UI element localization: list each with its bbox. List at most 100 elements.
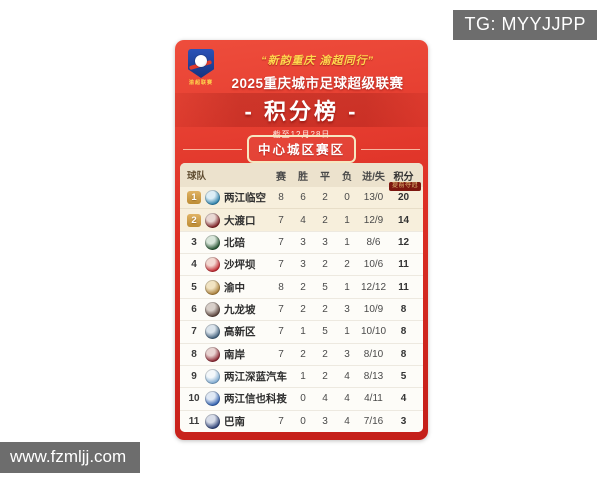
won-cell: 2 (300, 303, 306, 315)
divider-line-left (183, 148, 242, 150)
division-badge: 中心城区赛区 (247, 135, 357, 163)
rank-cell: 5 (191, 281, 197, 293)
played-cell: 7 (278, 214, 284, 226)
soccer-ball-icon (195, 55, 207, 67)
rank-cell: 9 (191, 371, 197, 383)
points-cell: 8 (400, 326, 407, 338)
goals-cell: 10/9 (363, 303, 384, 315)
rank-cell: 7 (191, 326, 197, 338)
table-row: 6 九龙坡 7 2 2 3 10/9 8 (180, 297, 423, 321)
points-cell: 5 (400, 371, 407, 383)
won-cell: 0 (300, 415, 306, 427)
header-goals: 进/失 (362, 171, 385, 183)
team-logo-icon (205, 369, 220, 385)
table-row: 1 两江临空 8 6 2 0 13/0 20 (180, 187, 423, 209)
played-cell: 8 (278, 281, 284, 293)
played-cell: 8 (278, 393, 284, 405)
team-name: 九龙坡 (224, 303, 256, 316)
played-cell: 7 (278, 415, 284, 427)
team-logo-icon (205, 346, 220, 362)
lost-cell: 3 (344, 348, 350, 360)
header-team: 球队 (187, 171, 207, 182)
header-played: 赛 (276, 171, 286, 183)
team-logo-icon (205, 413, 220, 429)
won-cell: 2 (300, 348, 306, 360)
table-row: 9 两江深蓝汽车 7 1 2 4 8/13 5 (180, 364, 423, 388)
table-header: 球队 赛 胜 平 负 进/失 积分 (180, 163, 423, 187)
lost-cell: 2 (344, 259, 350, 271)
team-name: 两江临空 (224, 192, 266, 205)
table-row: 3 北碚 7 3 3 1 8/6 12 (180, 230, 423, 254)
drawn-cell: 2 (322, 214, 328, 226)
team-name: 渝中 (224, 281, 245, 294)
lost-cell: 4 (344, 415, 350, 427)
drawn-cell: 2 (322, 192, 328, 204)
division-row: 中心城区赛区 (175, 135, 428, 163)
drawn-cell: 3 (322, 415, 328, 427)
goals-cell: 7/16 (363, 415, 384, 427)
played-cell: 7 (278, 326, 284, 338)
table-row: 8 南岸 7 2 2 3 8/10 8 (180, 342, 423, 365)
rank-cell: 3 (191, 236, 197, 248)
drawn-cell: 5 (322, 281, 328, 293)
won-cell: 0 (300, 393, 306, 405)
league-logo: 渝超联赛 (187, 49, 215, 89)
points-cell: 3 (400, 415, 407, 427)
team-name: 两江信也科技 (224, 393, 287, 406)
rank-cell: 2 (187, 213, 201, 227)
league-title: 2025重庆城市足球超级联赛 (231, 76, 404, 91)
goals-cell: 8/6 (366, 236, 381, 248)
team-logo-icon (205, 301, 220, 317)
played-cell: 8 (278, 192, 284, 204)
table-row: 10 两江信也科技 8 0 4 4 4/11 4 (180, 387, 423, 410)
table-row: 4 沙坪坝 7 3 2 2 10/6 11 (180, 253, 423, 276)
points-cell: 8 (400, 348, 407, 360)
team-logo-icon (205, 324, 220, 340)
played-cell: 7 (278, 236, 284, 248)
played-cell: 7 (278, 303, 284, 315)
as-of-date: 截至12月28日 (272, 130, 331, 139)
played-cell: 7 (278, 348, 284, 360)
header-points: 积分 (393, 171, 414, 183)
rank-cell: 6 (191, 303, 197, 315)
team-logo-icon (205, 279, 220, 295)
table-row: 7 高新区 7 1 5 1 10/10 8 (180, 320, 423, 343)
team-name: 沙坪坝 (224, 259, 256, 272)
header-won: 胜 (298, 171, 308, 183)
goals-cell: 10/6 (363, 259, 384, 271)
team-logo-icon (205, 212, 220, 228)
section-band: - 积分榜 - (175, 93, 428, 127)
rank-cell: 11 (188, 415, 200, 427)
points-cell: 11 (398, 281, 409, 293)
played-cell: 7 (278, 371, 284, 383)
goals-cell: 10/10 (360, 326, 387, 338)
goals-cell: 12/12 (360, 281, 387, 293)
divider-line-right (361, 148, 421, 150)
team-logo-icon (205, 391, 220, 407)
lost-cell: 3 (344, 303, 350, 315)
team-logo-icon (205, 234, 220, 250)
lost-cell: 1 (344, 214, 350, 226)
league-logo-label: 渝超联赛 (188, 80, 213, 86)
points-cell: 4 (400, 393, 407, 405)
goals-cell: 8/10 (363, 348, 384, 360)
goals-cell: 4/11 (364, 393, 383, 405)
rank-cell: 10 (188, 393, 200, 405)
header-lost: 负 (342, 171, 352, 183)
team-name: 大渡口 (224, 214, 256, 227)
team-name: 高新区 (224, 326, 256, 339)
drawn-cell: 4 (322, 393, 328, 405)
standings-table: 球队 赛 胜 平 负 进/失 积分 提前夺冠 1 两江临空 8 6 2 0 13… (180, 163, 423, 432)
team-name: 北碚 (224, 236, 245, 249)
team-name: 巴南 (224, 415, 245, 428)
points-cell: 20 (397, 192, 410, 204)
won-cell: 1 (300, 326, 306, 338)
drawn-cell: 2 (322, 303, 328, 315)
table-row: 11 巴南 7 0 3 4 7/16 3 (180, 409, 423, 432)
team-name: 两江深蓝汽车 (224, 371, 287, 384)
points-cell: 12 (397, 236, 410, 248)
goals-cell: 8/13 (363, 371, 384, 383)
rank-cell: 8 (191, 348, 197, 360)
rank-cell: 4 (191, 259, 197, 271)
won-cell: 2 (300, 281, 306, 293)
